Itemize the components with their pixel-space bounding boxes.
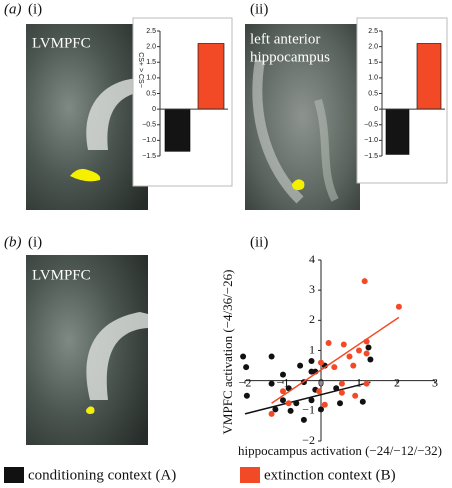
point xyxy=(268,410,275,417)
point xyxy=(346,353,353,360)
y-tick-label: −1.5 xyxy=(142,153,156,160)
y-tick-label: 3 xyxy=(309,282,315,296)
point xyxy=(318,406,324,413)
trend-line xyxy=(244,381,371,415)
x-tick-label: −2 xyxy=(239,375,252,389)
point xyxy=(338,389,345,396)
panel-label: (ii) xyxy=(250,234,268,250)
point xyxy=(395,303,402,310)
point xyxy=(280,388,286,395)
point xyxy=(352,392,359,399)
point xyxy=(337,400,343,407)
panel-label: (ii) xyxy=(250,1,268,17)
bar xyxy=(164,108,191,152)
point xyxy=(316,388,323,395)
point xyxy=(268,380,275,387)
point xyxy=(300,416,307,423)
x-tick-label: 3 xyxy=(432,375,438,389)
y-tick-label: 1.0 xyxy=(368,75,378,82)
y-axis-label: VMPFC activation (−4/36/−26) xyxy=(220,270,235,435)
bar xyxy=(385,108,410,155)
panel-label: (i) xyxy=(28,234,42,250)
y-tick-label: −2 xyxy=(302,433,315,447)
y-tick-label: 2 xyxy=(309,312,315,326)
y-tick-label: −0.5 xyxy=(142,122,156,129)
x-axis-label: hippocampus activation (−24/−12/−32) xyxy=(238,443,442,458)
point xyxy=(308,368,315,375)
y-tick-label: 0.5 xyxy=(368,90,378,97)
y-tick-label: 1.0 xyxy=(146,75,156,82)
legend-swatch xyxy=(4,467,24,483)
panel-label: (b) xyxy=(4,234,22,250)
point xyxy=(243,392,250,399)
point xyxy=(268,353,275,360)
point xyxy=(285,385,292,392)
point xyxy=(365,344,372,351)
y-tick-label: 1.5 xyxy=(146,59,156,66)
point xyxy=(321,401,328,408)
y-tick-label: 0 xyxy=(152,106,156,113)
point xyxy=(340,341,347,348)
point xyxy=(272,406,279,413)
region-label: LVMPFC xyxy=(32,35,91,51)
point xyxy=(361,278,368,285)
point xyxy=(356,347,362,354)
point xyxy=(308,358,315,365)
y-tick-label: 0.5 xyxy=(146,90,156,97)
point xyxy=(308,397,315,404)
y-tick-label: 2.0 xyxy=(146,43,156,50)
y-axis-label: CS+ > CS− xyxy=(137,52,144,88)
brain-image xyxy=(26,24,148,210)
point xyxy=(350,362,357,369)
region-label: LVMPFC xyxy=(32,267,91,283)
region-label: hippocampus xyxy=(250,49,330,65)
panel-label: (a) xyxy=(4,1,22,17)
point xyxy=(280,397,286,404)
point xyxy=(240,353,247,360)
y-tick-label: −1.0 xyxy=(142,137,156,144)
panel-label: (i) xyxy=(28,1,42,17)
y-tick-label: 2.5 xyxy=(368,28,378,35)
point xyxy=(280,371,286,378)
point xyxy=(297,362,304,369)
legend-label: extinction context (B) xyxy=(264,467,396,483)
y-tick-label: 1 xyxy=(309,342,315,356)
point xyxy=(331,364,338,371)
point xyxy=(363,380,370,387)
x-tick-label: 1 xyxy=(356,375,362,389)
x-tick-label: 2 xyxy=(394,375,400,389)
brain-image xyxy=(26,255,148,445)
bar xyxy=(416,43,442,110)
point xyxy=(363,350,370,357)
point xyxy=(243,364,250,371)
bar xyxy=(197,43,225,110)
point xyxy=(318,359,324,366)
brain-image xyxy=(245,24,360,210)
point xyxy=(338,380,345,387)
point xyxy=(367,356,374,363)
legend-label: conditioning context (A) xyxy=(28,467,176,483)
y-tick-label: 2.0 xyxy=(368,43,378,50)
legend-swatch xyxy=(240,467,260,483)
point xyxy=(287,407,294,414)
y-tick-label: 0 xyxy=(374,106,378,113)
y-tick-label: −1.5 xyxy=(364,153,378,160)
trend-line xyxy=(271,316,400,404)
point xyxy=(325,339,332,346)
y-tick-label: 4 xyxy=(309,252,315,266)
point xyxy=(359,398,366,405)
x-tick-label: 0 xyxy=(318,375,324,389)
point xyxy=(285,400,292,407)
y-tick-label: −0.5 xyxy=(364,122,378,129)
y-tick-label: −1.0 xyxy=(364,137,378,144)
region-label: left anterior xyxy=(250,31,320,47)
y-tick-label: 1.5 xyxy=(368,59,378,66)
y-tick-label: −1 xyxy=(302,403,315,417)
y-tick-label: 2.5 xyxy=(146,28,156,35)
x-tick-label: −1 xyxy=(277,375,290,389)
